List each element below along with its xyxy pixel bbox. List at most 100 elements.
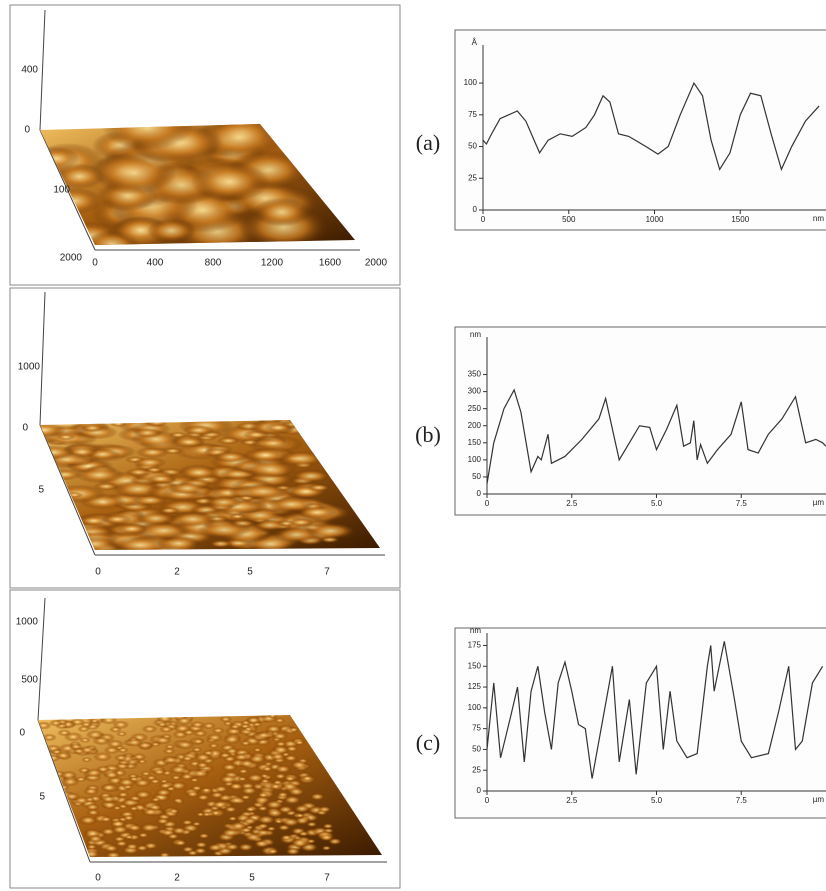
x-tick-label: 7.5: [736, 796, 748, 805]
afm-bump: [125, 843, 139, 850]
y-axis-label: nm: [470, 626, 481, 635]
afm-bump: [124, 835, 134, 840]
afm-bump: [146, 474, 175, 484]
afm-bump: [291, 469, 331, 482]
y-axis-label: Å: [472, 38, 478, 47]
afm-bump: [197, 521, 251, 539]
afm-bump: [111, 825, 129, 834]
afm-bump: [318, 806, 332, 813]
y-tick-label: 50: [472, 745, 481, 754]
afm-bump: [82, 757, 92, 762]
x-tick-label: 5.0: [651, 499, 663, 508]
afm-bump: [196, 762, 210, 769]
afm-bump: [121, 798, 139, 807]
afm-bump: [93, 482, 118, 490]
y-axis-label: nm: [470, 330, 481, 339]
x-tick-label: 7.5: [736, 499, 748, 508]
afm-bump: [207, 844, 223, 852]
afm-bump: [158, 782, 172, 789]
afm-bump: [208, 743, 219, 749]
afm-bump: [171, 775, 182, 781]
afm-bump: [301, 775, 313, 781]
afm-bump: [240, 786, 257, 795]
y-tick-label: 75: [472, 724, 481, 733]
afm-bump: [282, 817, 301, 826]
y-tick-label: 350: [468, 370, 482, 379]
afm-bump: [257, 823, 269, 829]
y-tick-label: 25: [472, 765, 481, 774]
afm-bump: [172, 798, 184, 804]
afm-bump: [274, 765, 291, 774]
afm-bump: [190, 162, 270, 202]
afm-bump: [242, 817, 258, 825]
afm-bump: [183, 425, 215, 436]
afm-bump: [294, 740, 305, 745]
afm-bump: [158, 507, 180, 514]
afm-bump: [210, 810, 221, 816]
afm-bump: [217, 437, 240, 445]
afm-bump: [147, 218, 196, 243]
afm-bump: [102, 514, 132, 524]
afm-bump: [267, 849, 278, 855]
afm-bump: [272, 780, 283, 785]
afm-bump: [297, 506, 337, 519]
afm-bump: [128, 776, 139, 781]
afm-bump: [256, 731, 273, 739]
afm-bump: [290, 838, 309, 848]
x-tick-label: 1200: [261, 258, 284, 269]
afm-bump: [75, 776, 87, 782]
afm-bump: [142, 808, 159, 816]
x-tick-label: 1000: [646, 215, 664, 224]
afm-bump: [181, 756, 193, 762]
afm-bump: [117, 524, 148, 534]
afm-bump: [285, 847, 300, 855]
afm-bump: [113, 836, 126, 842]
y-tick-label: 100: [468, 455, 482, 464]
afm-bump: [159, 726, 173, 733]
x-tick-label: 0: [95, 873, 101, 884]
y-tick-label: 0: [473, 205, 478, 214]
y-tick-label: 50: [468, 142, 477, 151]
afm-bump: [132, 753, 147, 760]
afm-bump: [156, 536, 200, 551]
afm-bump: [117, 747, 128, 753]
x-tick-label: 0: [485, 796, 490, 805]
afm-bump: [163, 748, 175, 754]
y-tick-label: 125: [468, 682, 482, 691]
panel-label: (c): [416, 730, 440, 755]
x-tick-label: 1500: [731, 215, 749, 224]
afm-bump: [152, 769, 166, 776]
afm-bump: [140, 823, 159, 832]
afm-bump: [272, 732, 288, 740]
afm-bump: [64, 732, 83, 741]
afm-bump: [243, 727, 253, 732]
afm-bump: [202, 750, 214, 756]
afm-bump: [214, 785, 229, 792]
afm-bump: [86, 844, 97, 850]
afm-bump: [277, 792, 290, 798]
afm-bump: [245, 807, 256, 813]
afm-bump: [176, 740, 195, 749]
afm-bump: [319, 834, 334, 841]
z-tick-label: 1000: [16, 617, 39, 628]
afm-bump: [133, 457, 166, 468]
afm-bump: [116, 731, 127, 736]
afm-bump: [154, 736, 171, 745]
afm-bump: [100, 816, 113, 822]
y-tick-label: 300: [468, 387, 482, 396]
afm-bump: [206, 733, 223, 741]
afm-bump: [155, 788, 172, 797]
x-tick-label: 5: [249, 873, 255, 884]
x-tick-label: 0: [485, 499, 490, 508]
afm-bump: [288, 787, 306, 796]
z-tick-label: 1000: [18, 362, 41, 373]
z-tick-label: 0: [22, 423, 28, 434]
afm-bump: [294, 804, 311, 812]
z-tick-label: 400: [21, 65, 38, 76]
afm-bump: [100, 783, 117, 791]
afm-bump: [237, 776, 247, 781]
afm-bump: [280, 834, 292, 840]
afm-bump: [49, 720, 63, 727]
afm-bump: [104, 746, 120, 754]
y-tick-label: 75: [468, 110, 477, 119]
